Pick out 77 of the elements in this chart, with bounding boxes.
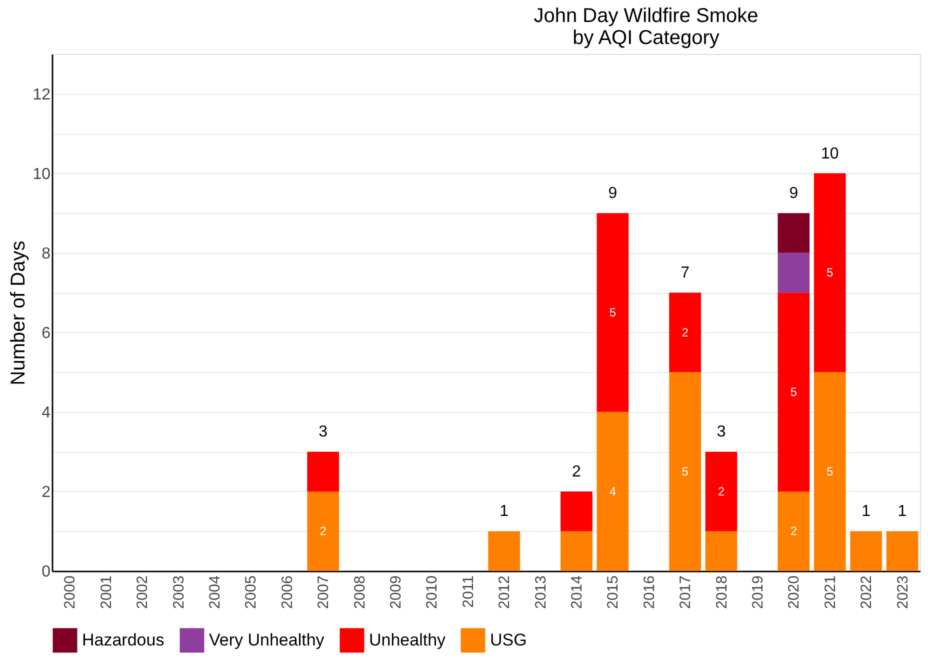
x-tick-label: 2007 <box>315 576 332 609</box>
legend-label: Very Unhealthy <box>209 630 325 650</box>
total-label: 3 <box>716 424 726 441</box>
y-tick-label: 8 <box>42 245 51 262</box>
x-tick-label: 2018 <box>713 576 730 609</box>
x-tick-label: 2023 <box>894 576 912 609</box>
x-tick-label: 2012 <box>496 576 514 609</box>
data-label: 2 <box>682 325 689 340</box>
bar <box>814 372 846 571</box>
total-label: 9 <box>789 185 798 202</box>
x-tick-label: 2011 <box>460 576 477 608</box>
bar <box>488 531 520 571</box>
data-label: 5 <box>609 306 616 320</box>
total-label: 9 <box>608 185 618 202</box>
legend-label: Unhealthy <box>369 630 446 650</box>
x-tick-label: 2008 <box>351 576 368 609</box>
bar <box>560 491 592 532</box>
x-tick-label: 2004 <box>206 576 224 609</box>
text: John Day Wildfire Smoke <box>534 5 758 27</box>
y-tick-label: 4 <box>42 404 51 422</box>
y-tick-label: 2 <box>42 484 51 501</box>
total-label: 10 <box>820 145 839 162</box>
y-tick-label: 0 <box>42 564 51 580</box>
bar <box>669 292 702 372</box>
text: by AQI Category <box>572 27 720 49</box>
x-tick-label: 2016 <box>640 576 658 609</box>
x-tick-label: 2020 <box>786 576 803 609</box>
y-tick-label: 12 <box>32 86 51 104</box>
x-tick-label: 2014 <box>568 576 586 609</box>
bar <box>560 531 592 571</box>
bar <box>705 531 738 571</box>
x-tick-label: 2009 <box>388 576 405 609</box>
x-tick-label: 2017 <box>677 576 694 609</box>
x-tick-label: 2022 <box>858 576 876 609</box>
x-tick-label: 2021 <box>822 576 839 609</box>
data-label: 2 <box>718 484 725 498</box>
data-label: 5 <box>682 464 689 479</box>
bar <box>705 452 738 532</box>
total-label: 7 <box>680 264 690 282</box>
data-label: 5 <box>826 266 834 280</box>
total-label: 3 <box>318 424 328 441</box>
data-label: 2 <box>790 524 798 538</box>
x-tick-label: 2019 <box>749 576 766 609</box>
legend-label: USG <box>490 630 527 650</box>
bar <box>307 452 340 492</box>
bar <box>886 531 918 571</box>
data-label: 5 <box>790 385 798 400</box>
x-tick-label: 2000 <box>62 576 79 609</box>
x-tick-label: 2006 <box>278 576 296 609</box>
total-label: 1 <box>500 503 509 520</box>
bar <box>596 412 629 571</box>
x-tick-label: 2013 <box>532 576 550 609</box>
data-label: 5 <box>826 464 834 479</box>
total-label: 1 <box>862 503 871 520</box>
total-label: 2 <box>572 463 582 480</box>
x-tick-label: 2015 <box>604 576 622 609</box>
bar <box>778 292 810 492</box>
x-tick-label: 2010 <box>424 576 441 609</box>
bar <box>669 372 702 571</box>
x-tick-label: 2002 <box>134 576 152 609</box>
legend-label: Hazardous <box>82 630 164 650</box>
y-tick-label: 10 <box>32 166 51 183</box>
total-label: 1 <box>898 503 907 520</box>
data-label: 4 <box>609 484 616 498</box>
bar <box>307 491 340 571</box>
bar <box>850 531 882 571</box>
y-axis-title: Number of Days <box>8 240 30 386</box>
x-tick-label: 2001 <box>98 576 115 609</box>
y-tick-label: 6 <box>42 324 51 342</box>
x-tick-label: 2005 <box>242 576 260 609</box>
bar <box>778 213 810 253</box>
bar <box>596 213 629 412</box>
bar <box>778 252 810 293</box>
bar <box>814 173 846 372</box>
bar <box>778 491 810 571</box>
x-tick-label: 2003 <box>170 576 188 609</box>
data-label: 2 <box>320 524 327 538</box>
